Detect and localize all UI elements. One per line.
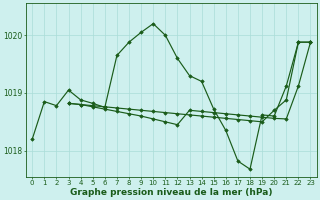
X-axis label: Graphe pression niveau de la mer (hPa): Graphe pression niveau de la mer (hPa): [70, 188, 273, 197]
